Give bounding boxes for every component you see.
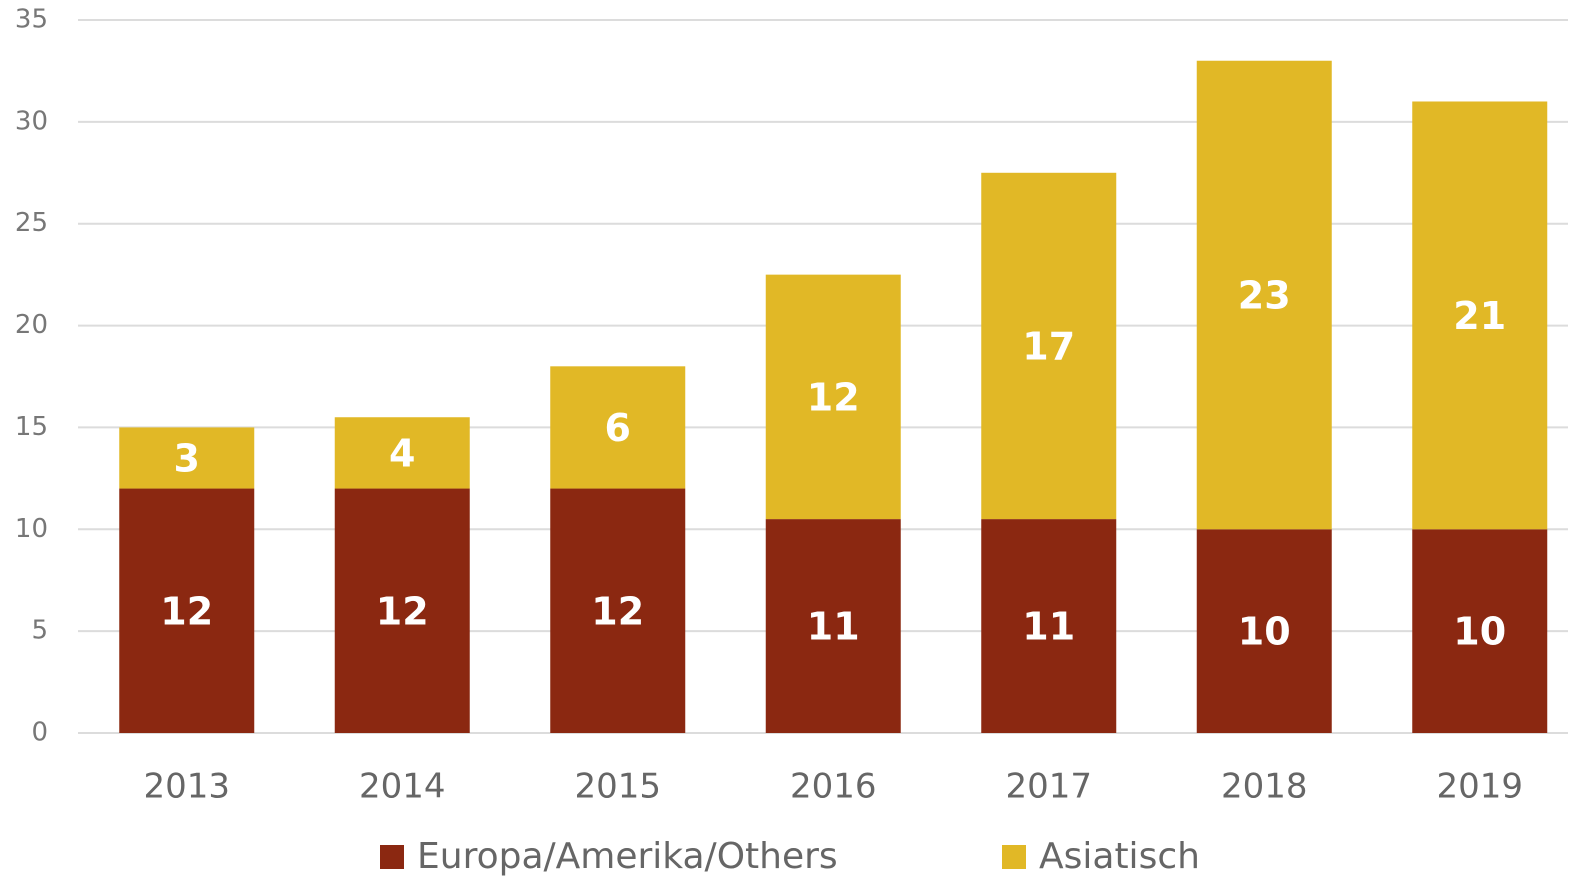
legend-label: Europa/Amerika/Others xyxy=(417,836,838,877)
bar-segment xyxy=(334,417,470,489)
x-tick-label: 2013 xyxy=(143,767,230,807)
data-label: 11 xyxy=(807,605,860,649)
data-label: 3 xyxy=(174,436,200,480)
data-label: 10 xyxy=(1453,610,1506,654)
data-label: 4 xyxy=(389,431,415,475)
bar-segment xyxy=(334,488,470,733)
data-label: 10 xyxy=(1238,610,1291,654)
y-tick-label: 10 xyxy=(15,514,48,544)
x-tick-label: 2019 xyxy=(1436,767,1523,807)
bar-segment xyxy=(765,274,901,520)
data-label: 11 xyxy=(1022,605,1075,649)
bar-segment xyxy=(550,366,686,489)
x-tick-label: 2018 xyxy=(1221,767,1308,807)
y-tick-label: 35 xyxy=(15,5,48,35)
y-tick-label: 20 xyxy=(15,310,48,340)
data-label: 21 xyxy=(1453,294,1506,338)
bar-segment xyxy=(1412,529,1548,733)
data-label: 23 xyxy=(1238,274,1291,318)
y-tick-label: 25 xyxy=(15,208,48,238)
data-label: 12 xyxy=(160,589,213,633)
data-label: 12 xyxy=(807,375,860,419)
data-label: 12 xyxy=(376,589,429,633)
y-tick-label: 15 xyxy=(15,412,48,442)
bar-segment xyxy=(1412,101,1548,530)
x-tick-label: 2017 xyxy=(1005,767,1092,807)
data-label: 6 xyxy=(605,406,631,450)
bar-segment xyxy=(119,488,255,733)
bar-segment xyxy=(981,519,1117,733)
bar-segment xyxy=(119,427,255,489)
x-tick-label: 2016 xyxy=(790,767,877,807)
legend-swatch xyxy=(380,845,404,869)
y-tick-label: 30 xyxy=(15,106,48,136)
data-label: 12 xyxy=(591,589,644,633)
bar-segment xyxy=(1196,529,1332,733)
data-label: 17 xyxy=(1022,324,1075,368)
y-tick-label: 5 xyxy=(31,616,48,646)
legend-swatch xyxy=(1002,845,1026,869)
bar-segment xyxy=(765,519,901,733)
x-tick-label: 2015 xyxy=(574,767,661,807)
y-tick-label: 0 xyxy=(31,718,48,748)
bar-segment xyxy=(981,172,1117,520)
bar-segment xyxy=(1196,60,1332,530)
legend-label: Asiatisch xyxy=(1039,836,1200,877)
x-tick-label: 2014 xyxy=(359,767,446,807)
bar-segment xyxy=(550,488,686,733)
